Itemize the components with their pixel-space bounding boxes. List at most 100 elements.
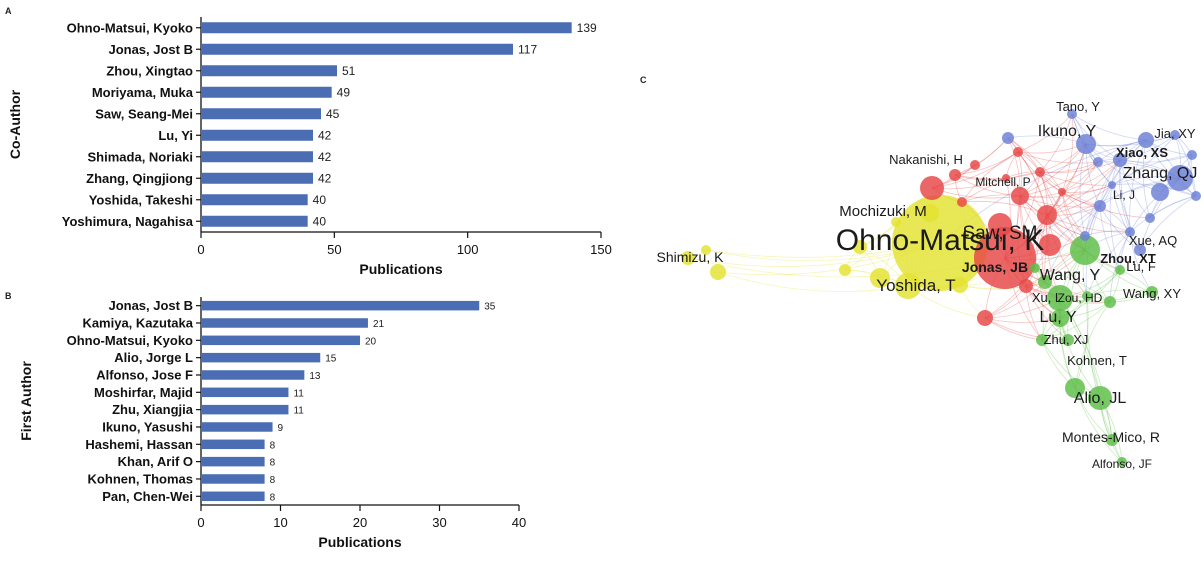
network-node xyxy=(895,273,921,299)
bar xyxy=(201,300,480,311)
network-node xyxy=(949,169,961,181)
value-label: 40 xyxy=(313,214,327,228)
x-tick-label: 0 xyxy=(197,242,204,257)
bar xyxy=(201,22,572,34)
network-edge xyxy=(1034,267,1111,303)
network-node xyxy=(853,240,867,254)
network-edge xyxy=(1061,191,1131,233)
network-node xyxy=(1113,153,1127,167)
bar xyxy=(201,387,289,398)
value-label: 13 xyxy=(309,371,321,382)
network-node-label: Alio, JL xyxy=(1074,390,1127,407)
category-label: Alio, Jorge L xyxy=(114,350,193,365)
network-edge xyxy=(1099,205,1121,271)
network-edge xyxy=(1017,113,1073,153)
bar xyxy=(201,335,360,346)
network-edge xyxy=(844,221,897,271)
first-author-bar-chart: Jonas, Jost B 35 Kamiya, Kazutaka 21 Ohno-Ma… xyxy=(18,297,526,550)
category-label: Ohno-Matsui, Kyoko xyxy=(67,333,193,348)
network-node xyxy=(957,197,967,207)
x-tick-label: 20 xyxy=(353,515,367,530)
network-edge xyxy=(1041,301,1111,341)
network-edge xyxy=(1044,205,1101,283)
network-edge xyxy=(1109,184,1121,271)
network-edge xyxy=(1034,205,1101,269)
network-edge xyxy=(1111,184,1141,251)
category-label: Jonas, Jost B xyxy=(108,42,193,57)
panel-letter-b: B xyxy=(5,291,12,301)
category-label: Hashemi, Hassan xyxy=(85,437,193,452)
network-node xyxy=(974,227,1036,289)
bar xyxy=(201,172,313,184)
network-edge xyxy=(1017,151,1099,164)
network-node-label: Xu, L xyxy=(1032,290,1062,305)
network-node xyxy=(1125,227,1135,237)
panel-letter-a: A xyxy=(5,6,12,16)
bar xyxy=(201,151,313,163)
value-label: 40 xyxy=(313,193,327,207)
network-node-label: Lu, F xyxy=(1126,259,1156,274)
network-node xyxy=(1134,244,1146,256)
network-node xyxy=(988,213,1012,237)
bar xyxy=(201,86,332,98)
x-tick-label: 100 xyxy=(457,242,479,257)
network-node xyxy=(1039,234,1061,256)
network-node xyxy=(1167,165,1193,191)
value-label: 15 xyxy=(325,354,337,365)
network-edge xyxy=(1149,154,1193,219)
network-node-label: Wang, XY xyxy=(1123,286,1181,301)
bar xyxy=(201,129,313,141)
network-edge xyxy=(1119,159,1197,197)
x-tick-label: 50 xyxy=(327,242,341,257)
network-node-label: Zou, HD xyxy=(1058,291,1103,305)
network-node xyxy=(1051,309,1069,327)
network-node xyxy=(1187,150,1197,160)
value-label: 51 xyxy=(342,64,356,78)
category-label: Zhang, Qingjiong xyxy=(86,171,193,186)
network-node-label: Nakanishi, H xyxy=(889,152,963,167)
network-edge xyxy=(1039,161,1099,173)
network-node xyxy=(1106,434,1118,446)
network-node-label: Jonas, JB xyxy=(962,259,1028,275)
co-author-bar-chart: Ohno-Matsui, Kyoko 139 Jonas, Jost B 117 Zho… xyxy=(7,17,612,277)
bar xyxy=(201,422,273,432)
x-tick-label: 0 xyxy=(197,515,204,530)
network-node xyxy=(1191,191,1201,201)
network-node-label: Ikuno, Y xyxy=(1038,123,1097,140)
y-axis-title: Co-Author xyxy=(7,89,23,159)
network-node-label: Mochizuki, M xyxy=(839,203,927,220)
network-edge xyxy=(1034,191,1063,269)
category-label: Alfonso, Jose F xyxy=(96,367,193,382)
network-edge xyxy=(1061,113,1074,193)
network-edge xyxy=(984,317,1069,341)
network-node xyxy=(870,268,890,288)
network-edge xyxy=(717,271,909,292)
network-node-label: Xue, AQ xyxy=(1129,233,1177,248)
network-node xyxy=(970,160,980,170)
network-edge xyxy=(1039,171,1101,207)
value-label: 11 xyxy=(293,388,304,399)
network-node xyxy=(977,310,993,326)
network-node xyxy=(1036,334,1048,346)
network-node-label: Zhang, QJ xyxy=(1123,165,1198,182)
network-node xyxy=(1019,279,1033,293)
network-edge xyxy=(1129,139,1147,233)
network-edge xyxy=(1084,159,1121,237)
category-label: Ikuno, Yasushi xyxy=(102,419,193,434)
value-label: 45 xyxy=(326,107,340,121)
network-node xyxy=(921,204,939,222)
network-edge xyxy=(1019,184,1113,198)
network-edge xyxy=(1086,231,1131,297)
network-edge xyxy=(1039,171,1086,237)
category-label: Khan, Arif O xyxy=(118,454,193,469)
network-node xyxy=(1093,157,1103,167)
network-node xyxy=(710,264,726,280)
network-node xyxy=(1038,275,1052,289)
category-label: Saw, Seang-Mei xyxy=(95,106,193,121)
bar xyxy=(201,439,265,450)
value-label: 139 xyxy=(577,21,597,35)
bar xyxy=(201,194,308,206)
network-node-label: Zhou, XT xyxy=(1100,251,1156,266)
network-edge xyxy=(1139,195,1197,251)
network-node xyxy=(1104,296,1116,308)
